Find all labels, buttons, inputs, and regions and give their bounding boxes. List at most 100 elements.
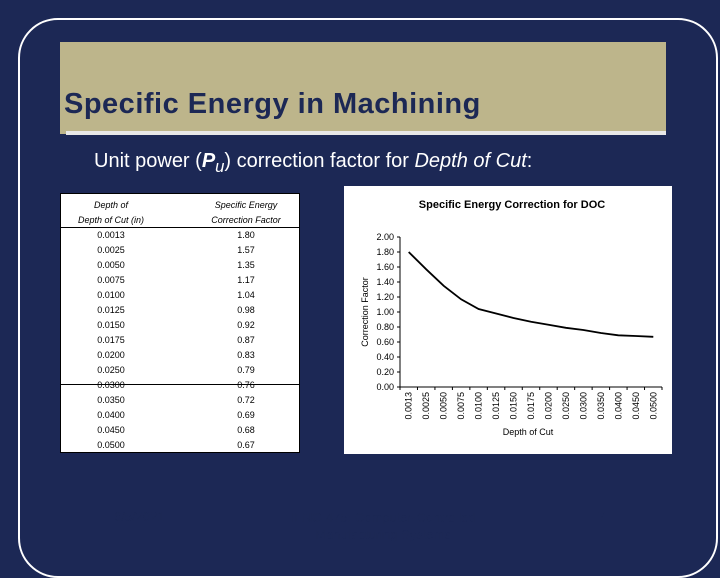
footer-course: IENG 475: Computer-Controlled Manufactur… xyxy=(278,509,488,543)
table-row: 0.0450 0.68 xyxy=(61,425,301,440)
x-tick-label: 0.0075 xyxy=(456,392,466,420)
depth-cell: 0.0075 xyxy=(97,275,125,285)
table-row: 0.0100 1.04 xyxy=(61,290,301,305)
title-underline xyxy=(66,131,666,135)
slide-subtitle: Unit power (Pu) correction factor for De… xyxy=(94,150,532,177)
depth-cell: 0.0400 xyxy=(97,410,125,420)
depth-cell: 0.0150 xyxy=(97,320,125,330)
subtitle-suffix: : xyxy=(526,150,533,172)
factor-cell: 0.76 xyxy=(237,380,255,390)
footer-date: 6/5/2021 xyxy=(114,509,165,524)
depth-cell: 0.0100 xyxy=(97,290,125,300)
x-tick-label: 0.0450 xyxy=(631,392,641,420)
table-row: 0.0013 1.80 xyxy=(61,230,301,245)
depth-cell: 0.0013 xyxy=(97,230,125,240)
footer-course-line2: Manufacturing Systems xyxy=(315,527,451,542)
y-tick-label: 0.20 xyxy=(376,367,394,377)
table-header-row-1: Depth of Specific Energy xyxy=(61,200,301,215)
y-tick-label: 1.80 xyxy=(376,247,394,257)
subtitle-symbol: P xyxy=(201,150,216,172)
x-tick-label: 0.0013 xyxy=(404,392,414,420)
table-row: 0.0400 0.69 xyxy=(61,410,301,425)
x-tick-label: 0.0150 xyxy=(509,392,519,420)
factor-cell: 1.80 xyxy=(237,230,255,240)
table-row: 0.0500 0.67 xyxy=(61,440,301,455)
factor-cell: 1.17 xyxy=(237,275,255,285)
y-tick-label: 0.40 xyxy=(376,352,394,362)
factor-cell: 0.92 xyxy=(237,320,255,330)
x-tick-label: 0.0050 xyxy=(439,392,449,420)
x-tick-label: 0.0400 xyxy=(613,392,623,420)
title-band xyxy=(60,42,666,134)
y-axis-label: Correction Factor xyxy=(360,277,370,347)
header-col2-line1: Specific Energy xyxy=(214,200,278,210)
depth-cell: 0.0500 xyxy=(97,440,125,450)
table-row: 0.0200 0.83 xyxy=(61,350,301,365)
y-tick-label: 2.00 xyxy=(376,232,394,242)
x-axis-label: Depth of Cut xyxy=(503,427,554,437)
factor-cell: 0.79 xyxy=(237,365,255,375)
depth-cell: 0.0175 xyxy=(97,335,125,345)
x-tick-label: 0.0350 xyxy=(596,392,606,420)
y-tick-label: 0.00 xyxy=(376,382,394,392)
depth-cell: 0.0025 xyxy=(97,245,125,255)
y-tick-label: 1.00 xyxy=(376,307,394,317)
footer-page-number: 7 xyxy=(598,509,606,524)
factor-cell: 0.87 xyxy=(237,335,255,345)
y-tick-label: 0.60 xyxy=(376,337,394,347)
chart-panel: Specific Energy Correction for DOC 0.00 0.… xyxy=(344,186,672,454)
depth-cell: 0.0450 xyxy=(97,425,125,435)
factor-cell: 0.68 xyxy=(237,425,255,435)
factor-cell: 0.69 xyxy=(237,410,255,420)
slide-title: Specific Energy in Machining xyxy=(64,88,481,120)
factor-cell: 1.04 xyxy=(237,290,255,300)
x-tick-label: 0.0200 xyxy=(543,392,553,420)
y-tick-label: 1.60 xyxy=(376,262,394,272)
factor-cell: 0.67 xyxy=(237,440,255,450)
chart-title: Specific Energy Correction for DOC xyxy=(419,199,605,211)
table-row: 0.0300 0.76 xyxy=(61,380,301,395)
depth-cell: 0.0050 xyxy=(97,260,125,270)
depth-cell: 0.0350 xyxy=(97,395,125,405)
table-row: 0.0250 0.79 xyxy=(61,365,301,380)
footer-course-line1: IENG 475: Computer-Controlled xyxy=(290,510,476,525)
table-row: 0.0050 1.35 xyxy=(61,260,301,275)
table-row: 0.0075 1.17 xyxy=(61,275,301,290)
subtitle-emphasis: Depth of Cut xyxy=(414,150,527,172)
y-tick-label: 1.20 xyxy=(376,292,394,302)
table-header-row-2: Depth of Cut (in) Correction Factor xyxy=(61,215,301,230)
depth-cell: 0.0300 xyxy=(97,380,125,390)
x-tick-label: 0.0300 xyxy=(578,392,588,420)
table-row: 0.0150 0.92 xyxy=(61,320,301,335)
correction-factor-chart: Specific Energy Correction for DOC 0.00 0.… xyxy=(360,199,663,437)
table-row: 0.0350 0.72 xyxy=(61,395,301,410)
y-tick-label: 0.80 xyxy=(376,322,394,332)
y-tick-label: 1.40 xyxy=(376,277,394,287)
x-tick-label: 0.0250 xyxy=(561,392,571,420)
factor-cell: 0.98 xyxy=(237,305,255,315)
table-row: 0.0125 0.98 xyxy=(61,305,301,320)
depth-cell: 0.0125 xyxy=(97,305,125,315)
header-col1-line1: Depth of xyxy=(93,200,129,210)
depth-cell: 0.0250 xyxy=(97,365,125,375)
row-divider xyxy=(61,384,299,385)
header-col1-line2: Depth of Cut (in) xyxy=(77,215,145,225)
depth-cell: 0.0200 xyxy=(97,350,125,360)
x-tick-label: 0.0100 xyxy=(474,392,484,420)
table-row: 0.0175 0.87 xyxy=(61,335,301,350)
factor-cell: 0.83 xyxy=(237,350,255,360)
factor-cell: 0.72 xyxy=(237,395,255,405)
x-tick-label: 0.0125 xyxy=(491,392,501,420)
subtitle-prefix: Unit power ( xyxy=(94,150,202,172)
factor-cell: 1.35 xyxy=(237,260,255,270)
x-tick-label: 0.0175 xyxy=(526,392,536,420)
x-tick-label: 0.0500 xyxy=(648,392,658,420)
table-row: 0.0025 1.57 xyxy=(61,245,301,260)
data-table: Depth of Specific Energy Depth of Cut (i… xyxy=(60,193,300,453)
x-tick-label: 0.0025 xyxy=(421,392,431,420)
header-divider xyxy=(61,227,299,228)
subtitle-subscript: u xyxy=(215,157,225,176)
factor-cell: 1.57 xyxy=(237,245,255,255)
header-col2-line2: Correction Factor xyxy=(211,215,281,225)
series-line xyxy=(408,251,654,338)
